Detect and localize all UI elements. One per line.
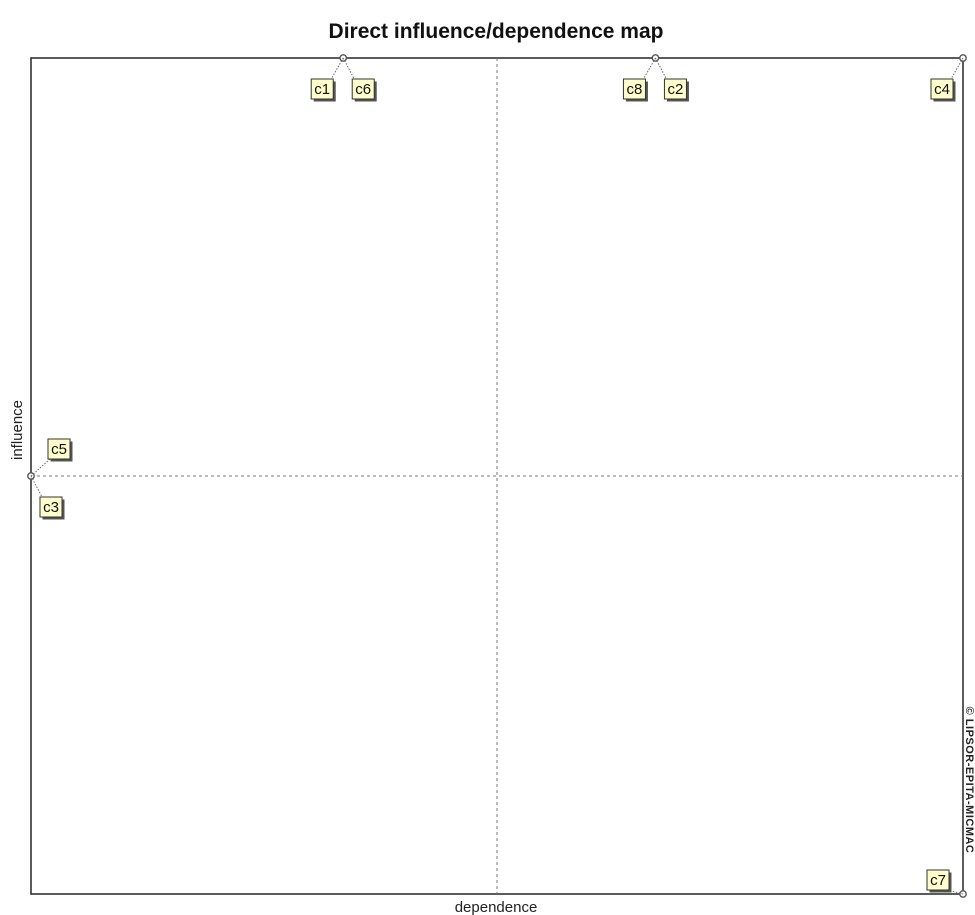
point-label: c6 xyxy=(355,81,371,98)
point-label-box xyxy=(622,78,646,100)
point-label-box xyxy=(351,78,375,100)
point-leader-line xyxy=(654,57,667,80)
points-layer: c1 c6 c8 c2 c4 c5 c3 c7 xyxy=(27,54,967,898)
point-c6: c6 xyxy=(342,57,377,102)
point-leader-line xyxy=(30,458,51,477)
point-c1: c1 xyxy=(310,54,348,102)
point-leader-line xyxy=(330,57,344,80)
y-axis-label: influence xyxy=(9,400,26,460)
point-leader-line xyxy=(342,57,355,80)
point-label: c4 xyxy=(934,81,950,98)
point-c8: c8 xyxy=(622,54,660,102)
point-label: c3 xyxy=(43,499,59,516)
x-axis-label: dependence xyxy=(455,899,538,915)
chart-title: Direct influence/dependence map xyxy=(329,20,664,43)
point-c4: c4 xyxy=(930,54,967,102)
point-label-box xyxy=(39,496,63,518)
point-label-box xyxy=(47,438,71,460)
point-label-box xyxy=(310,78,334,100)
point-leader-line xyxy=(643,57,656,80)
point-c3: c3 xyxy=(30,475,65,520)
point-label: c2 xyxy=(668,81,684,98)
point-c2: c2 xyxy=(654,57,689,102)
point-label: c8 xyxy=(627,81,643,98)
point-leader-line xyxy=(950,57,964,80)
point-label-box xyxy=(930,78,954,100)
point-label: c1 xyxy=(314,81,330,98)
watermark: © LIPSOR-EPITA-MICMAC xyxy=(963,707,975,854)
point-c7: c7 xyxy=(926,869,967,898)
point-label-box xyxy=(926,869,950,891)
point-c5: c5 xyxy=(27,438,73,480)
point-label-box xyxy=(663,78,687,100)
point-label: c5 xyxy=(51,441,67,458)
point-label: c7 xyxy=(930,872,946,889)
point-leader-line xyxy=(30,475,43,498)
